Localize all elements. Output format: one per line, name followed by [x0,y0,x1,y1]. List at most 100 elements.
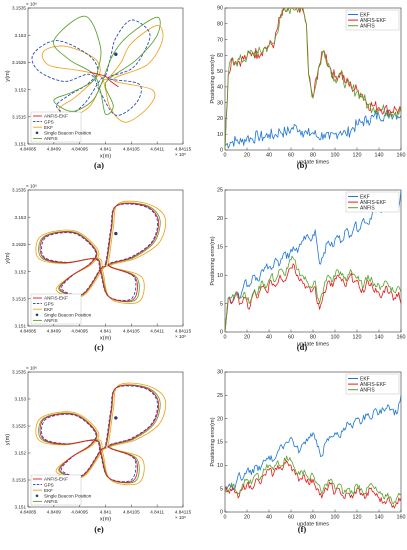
x-tick-label-c: 4.8411 [150,329,164,334]
y-tick-label-f: 10 [217,463,223,469]
y-tick-label-a: 3.152 [15,87,27,92]
y-axis-label-f: Positioning error(m) [210,417,216,466]
y-tick-label-d: 20 [217,216,223,222]
y-tick-label-f: 20 [217,416,223,422]
legend-label-b: ANFIS-EKF [360,18,386,24]
legend-label-e: ANFIS [44,499,58,504]
x-tick-label-a: 4.841 [100,147,112,152]
y-tick-label-b: 60 [217,53,223,59]
x-tick-label-d: 140 [375,335,384,341]
x-tick-label-e: 4.84105 [123,510,140,515]
chart-b: 0 20 40 60 80 100 120 140 160 0 10 20 30 40 50 60 70 80 90… [210,6,406,170]
series-ekf-b [224,109,402,149]
beacon-point-a [114,52,118,56]
legend-marker-a [35,131,39,135]
x-tick-label-a: 4.84115 [175,147,192,152]
series-anfis-d [224,255,402,333]
x-tick-label-d: 120 [353,335,362,341]
y-tick-label-b: 20 [217,116,223,122]
x-multiplier-c: × 10⁶ [175,334,186,339]
legend-marker-c [35,313,39,317]
legend-box-b [345,9,400,31]
legend-label-e: ANFIS-EKF [44,477,68,482]
y-tick-label-f: 30 [217,370,223,376]
y-tick-label-a: 3.1515 [12,115,26,120]
legend-box-d [345,191,400,213]
x-tick-label-b: 100 [331,153,340,159]
y-tick-label-e: 3.1535 [12,370,26,375]
chart-d: 0 20 40 60 80 100 120 140 160 0 5 10 15 20 25 update ti… [210,188,406,352]
x-tick-label-b: 120 [353,153,362,159]
x-tick-label-a: 4.84105 [123,147,140,152]
y-multiplier-e: × 10⁶ [26,366,37,371]
y-tick-label-d: 25 [217,188,223,194]
y-tick-label-c: 3.152 [15,269,27,274]
caption-b: (b) [297,160,308,170]
x-axis-label-a: x(m) [100,154,111,160]
y-tick-label-b: 50 [217,69,223,75]
y-tick-label-b: 30 [217,100,223,106]
x-tick-label-d: 160 [397,335,406,341]
x-tick-label-d: 80 [310,335,316,341]
y-tick-label-a: 3.151 [15,142,27,147]
x-tick-label-f: 80 [310,515,316,521]
legend-label-d: ANFIS-EKF [360,200,386,206]
x-tick-label-b: 60 [288,153,294,159]
y-tick-label-b: 10 [217,132,223,138]
x-tick-label-a: 4.8409 [47,147,61,152]
y-multiplier-c: × 10⁶ [26,184,37,189]
legend-label-e: Single Beacon Position [44,494,92,499]
legend-marker-e [35,494,39,498]
chart-c: 4.84085 4.8409 4.84095 4.841 4.84105 4.8411 4.… [5,184,192,353]
y-tick-label-f: 15 [217,440,223,446]
x-tick-label-f: 120 [353,515,362,521]
x-tick-label-c: 4.84105 [123,329,140,334]
y-tick-label-a: 3.1535 [12,6,26,11]
x-tick-label-e: 4.84085 [20,510,37,515]
legend-label-f: ANFIS-EKF [360,382,386,388]
series-ekf-d [224,189,402,333]
x-tick-label-d: 40 [266,335,272,341]
series-gps-e [41,385,158,483]
x-axis-label-d: update times [297,342,329,348]
legend-label-f: ANFIS [360,388,375,394]
x-multiplier-e: × 10⁶ [175,515,186,520]
y-tick-label-b: 80 [217,21,223,27]
x-tick-label-d: 0 [224,335,227,341]
x-tick-label-b: 20 [244,153,250,159]
series-anfis-ekf-e [39,384,160,483]
legend-label-f: EKF [360,376,370,382]
x-axis-label-c: x(m) [100,336,111,342]
y-tick-label-b: 40 [217,85,223,91]
x-tick-label-a: 4.84095 [71,147,88,152]
y-axis-label-d: Positioning error(m) [210,236,216,285]
legend-label-c: GPS [44,301,54,306]
y-tick-label-c: 3.153 [15,215,27,220]
x-tick-label-f: 60 [288,515,294,521]
x-tick-label-b: 160 [397,153,406,159]
x-tick-label-c: 4.84115 [175,329,192,334]
y-tick-label-c: 3.1535 [12,188,26,193]
series-anfis-ekf-d [224,263,402,333]
chart-a: 4.84085 4.8409 4.84095 4.841 4.84105 4.8411 4.… [5,2,192,171]
x-tick-label-e: 4.8409 [47,510,61,515]
caption-d: (d) [297,342,308,352]
y-tick-label-f: 0 [220,510,223,516]
legend-label-c: ANFIS-EKF [44,296,68,301]
x-tick-label-b: 40 [266,153,272,159]
x-axis-label-e: x(m) [100,517,111,523]
legend-label-d: ANFIS [360,206,375,212]
x-tick-label-e: 4.84095 [71,510,88,515]
legend-label-c: Single Beacon Position [44,313,92,318]
caption-c: (c) [94,342,104,352]
y-tick-label-d: 15 [217,245,223,251]
beacon-point-e [114,416,118,420]
legend-label-e: EKF [44,488,53,493]
caption-e: (e) [94,524,104,534]
y-tick-label-b: 0 [220,148,223,154]
y-tick-label-e: 3.152 [15,451,27,456]
chart-f: 0 20 40 60 80 100 120 140 160 0 5 10 15 20 25 30 update … [210,370,406,534]
x-tick-label-c: 4.84085 [20,329,37,334]
legend-label-a: GPS [44,119,54,124]
y-tick-label-c: 3.1525 [12,242,26,247]
